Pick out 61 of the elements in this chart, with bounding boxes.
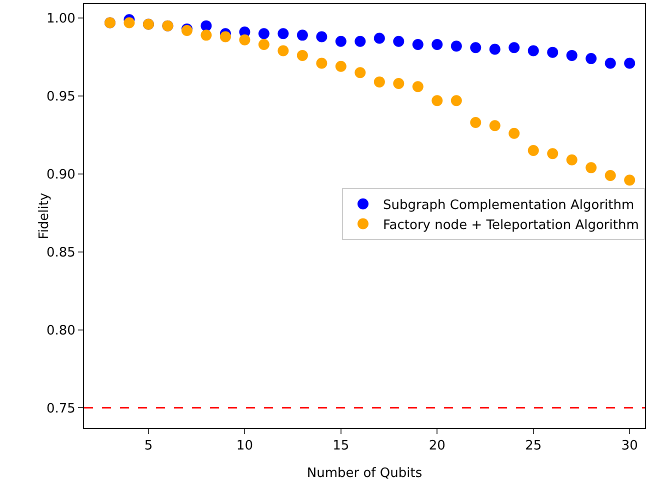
point [470,42,482,54]
point [604,58,616,69]
point [489,44,500,55]
legend-label: Factory node + Teleportation Algorithm [383,218,639,233]
point [566,154,578,166]
point [220,31,231,42]
y-axis-title: Fidelity [37,192,52,240]
point [432,39,443,50]
point [296,50,308,61]
point [354,36,366,47]
point [258,39,270,50]
x-axis-title: Number of Qubits [306,466,422,481]
y-tick-label: 0.75 [46,401,76,416]
point [316,58,328,69]
point [258,28,270,40]
point [432,95,443,106]
point [296,30,308,41]
point [200,30,212,41]
point [124,17,135,28]
point [278,28,289,40]
point [586,53,597,64]
y-tick-label: 0.85 [46,245,76,260]
point [278,45,289,56]
point [412,39,424,50]
point [508,42,520,54]
point [624,58,636,69]
y-tick-label: 1.00 [46,12,76,27]
x-tick-label: 20 [428,438,446,454]
x-tick-label: 5 [144,438,153,454]
point [624,174,636,186]
point [547,46,558,58]
point [470,116,482,128]
y-tick-label: 0.80 [46,323,76,338]
point [489,120,500,132]
point [393,36,404,47]
x-tick-label: 15 [332,438,350,454]
point [547,148,558,160]
point [604,170,616,181]
point [335,36,346,47]
y-tick-label: 0.90 [46,167,76,182]
x-tick-label: 30 [621,438,638,454]
x-tick-label: 10 [236,438,253,454]
point [508,128,520,139]
x-tick-label: 25 [525,438,542,454]
point [528,45,539,56]
point [586,162,597,174]
point [316,31,328,42]
point [528,145,539,156]
point [450,40,462,52]
point [239,34,250,46]
legend-label: Subgraph Complementation Algorithm [383,198,634,213]
y-tick-label: 0.95 [46,90,76,105]
point [393,78,404,89]
point [450,95,462,106]
point [566,50,578,61]
point [335,60,346,72]
point [412,81,424,92]
point [374,76,385,88]
point [200,20,212,32]
point [354,67,366,78]
point [374,32,385,44]
